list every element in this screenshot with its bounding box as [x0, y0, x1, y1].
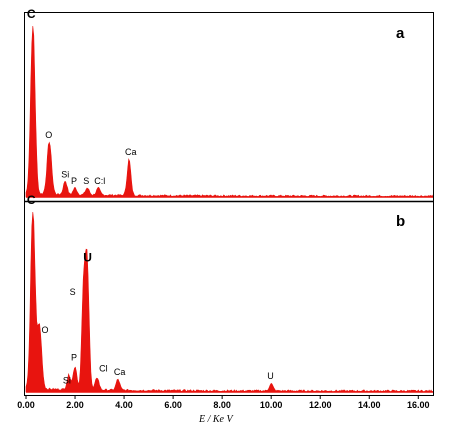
peak-label-b-3: P	[71, 353, 77, 363]
peak-label-b-0: C	[27, 193, 36, 207]
x-axis-title: E / Ke V	[198, 414, 234, 425]
spectrum-area-a	[25, 25, 434, 198]
x-tick-label-8: 16.00	[407, 400, 430, 410]
x-tick-label-1: 2.00	[66, 400, 84, 410]
x-tick-label-7: 14.00	[358, 400, 381, 410]
peak-label-b-1: O	[42, 325, 49, 335]
peak-label-a-2: Si	[61, 169, 69, 179]
peak-label-b-2: Si	[63, 376, 71, 386]
peak-label-b-4: S	[70, 287, 76, 297]
x-tick-label-0: 0.00	[17, 400, 35, 410]
x-tick-label-5: 10.00	[260, 400, 283, 410]
plot-frame	[24, 12, 434, 396]
spectrum-panel-a: C O SiP S C:l Ca	[25, 7, 434, 198]
peak-label-a-3: P	[71, 176, 77, 186]
x-tick-label-4: 8.00	[213, 400, 231, 410]
x-tick-label-6: 12.00	[309, 400, 332, 410]
peak-label-a-0: C	[27, 7, 36, 21]
x-axis-ticks: 0.00 2.00 4.00 6.00 8.00 10.00 12.00 14.00 16.00	[17, 395, 430, 410]
spectrum-panel-b: C O Si P S U Cl Ca U	[25, 193, 434, 393]
panel-label-b: b	[396, 213, 405, 230]
x-tick-label-2: 4.00	[115, 400, 133, 410]
peak-label-b-7: Ca	[114, 367, 126, 377]
x-tick-label-3: 6.00	[164, 400, 182, 410]
peak-label-b-6: Cl	[99, 363, 108, 373]
panel-label-a: a	[396, 25, 405, 42]
peak-label-a-4: S	[83, 176, 89, 186]
peak-label-b-8: U	[267, 371, 274, 381]
spectrum-area-b	[25, 211, 434, 393]
peak-label-a-6: Ca	[125, 147, 137, 157]
peak-label-b-5: U	[83, 251, 92, 265]
peak-label-a-5: C:l	[94, 176, 105, 186]
peak-label-a-1: O	[45, 130, 52, 140]
